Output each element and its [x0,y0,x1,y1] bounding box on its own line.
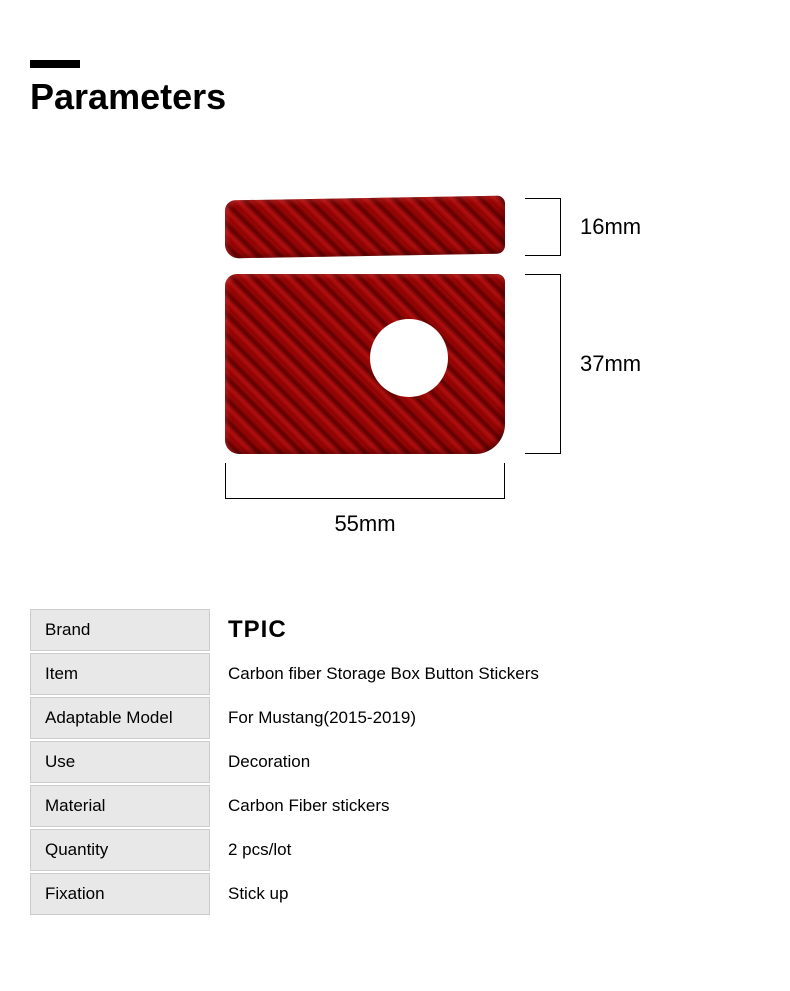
table-row: Material Carbon Fiber stickers [30,784,790,828]
spec-label-brand: Brand [30,609,210,651]
spec-value-use: Decoration [210,741,310,783]
table-row: Brand TPIC [30,608,790,652]
header-section: Parameters [0,0,790,138]
product-diagram: 16mm 37mm 55mm [85,198,705,568]
dim-label-bottom-height: 37mm [580,351,641,377]
spec-label-quantity: Quantity [30,829,210,871]
spec-table: Brand TPIC Item Carbon fiber Storage Box… [30,608,790,916]
table-row: Quantity 2 pcs/lot [30,828,790,872]
product-shapes [225,198,505,454]
spec-label-material: Material [30,785,210,827]
table-row: Item Carbon fiber Storage Box Button Sti… [30,652,790,696]
dim-label-width: 55mm [334,511,395,537]
spec-label-use: Use [30,741,210,783]
dim-label-top-height: 16mm [580,214,641,240]
spec-value-item: Carbon fiber Storage Box Button Stickers [210,653,539,695]
table-row: Fixation Stick up [30,872,790,916]
spec-label-item: Item [30,653,210,695]
spec-value-quantity: 2 pcs/lot [210,829,291,871]
table-row: Adaptable Model For Mustang(2015-2019) [30,696,790,740]
spec-value-brand: TPIC [210,609,287,651]
spec-value-material: Carbon Fiber stickers [210,785,390,827]
spec-label-fixation: Fixation [30,873,210,915]
table-row: Use Decoration [30,740,790,784]
product-bottom-piece [225,274,505,454]
dimension-width: 55mm [225,463,505,503]
header-accent-bar [30,60,80,68]
dimension-bottom-height: 37mm [525,274,565,454]
product-top-piece [225,196,505,259]
product-hole [370,319,448,397]
spec-value-fixation: Stick up [210,873,288,915]
spec-label-model: Adaptable Model [30,697,210,739]
spec-value-model: For Mustang(2015-2019) [210,697,416,739]
page-title: Parameters [30,76,760,118]
dimension-top-height: 16mm [525,198,565,256]
